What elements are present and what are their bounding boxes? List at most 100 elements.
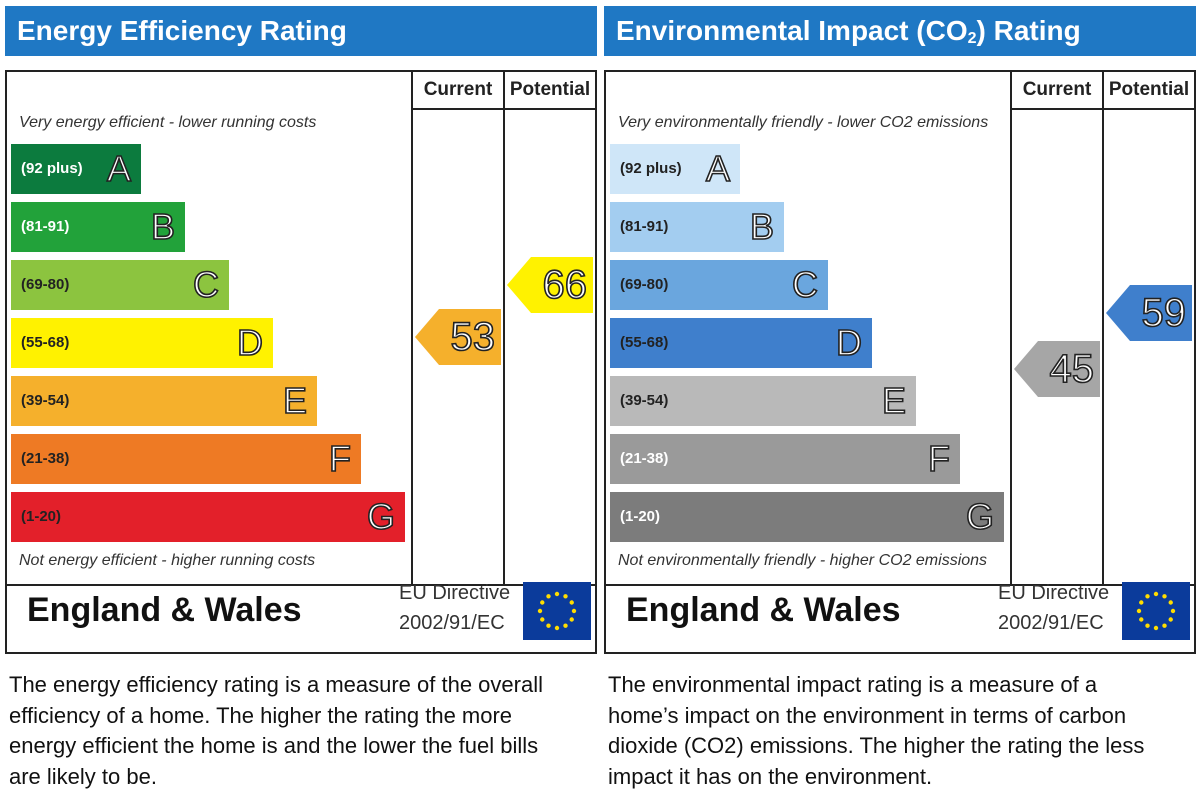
rating-value: 66 (542, 262, 588, 308)
band-letter-label: C (192, 263, 220, 306)
band-range-label: (81-91) (620, 218, 669, 235)
band-letter-label: B (749, 205, 775, 248)
region-label: England & Wales (626, 591, 901, 629)
band-range-label: (1-20) (620, 508, 661, 525)
rating-band-g: (1-20) G (11, 492, 405, 542)
environment-chart-frame: Current Potential Very environmentally f… (604, 70, 1196, 654)
rating-value: 53 (450, 314, 496, 360)
eu-directive-text: EU Directive 2002/91/EC (399, 578, 510, 638)
rating-arrow-shape (1014, 341, 1100, 398)
energy-efficiency-panel: Energy Efficiency Rating Current Potenti… (5, 6, 597, 796)
bottom-scale-note: Not environmentally friendly - higher CO… (618, 552, 988, 569)
divider (411, 72, 413, 586)
band-range-label: (21-38) (620, 450, 669, 467)
divider (1102, 72, 1104, 586)
environmental-impact-panel: Environmental Impact (CO2) Rating Curren… (604, 6, 1196, 796)
band-letter-label: F (927, 437, 951, 480)
rating-band-e: (39-54) E (11, 376, 317, 426)
flag-star (1153, 591, 1159, 597)
flag-star (1162, 623, 1167, 628)
directive-line1: EU Directive (998, 582, 1110, 604)
flag-star (1168, 600, 1173, 605)
rating-arrow-shape (1106, 284, 1192, 341)
flag-star (540, 617, 545, 622)
eu-directive-text: EU Directive 2002/91/EC (998, 578, 1109, 638)
energy-chart-frame: Current Potential Very energy efficient … (5, 70, 597, 654)
divider (411, 108, 595, 110)
current-rating-arrow: 45 (1014, 341, 1100, 398)
energy-title-text: Energy Efficiency Rating (17, 15, 347, 46)
flag-star (1145, 594, 1150, 599)
divider (1010, 72, 1012, 586)
band-letter-label: D (835, 321, 863, 364)
flag-star (554, 591, 560, 597)
flag-star (1162, 594, 1167, 599)
flag-star (546, 623, 551, 628)
directive-line2: 2002/91/EC (998, 612, 1104, 634)
eu-flag-icon (523, 582, 591, 640)
divider (7, 584, 595, 586)
flag-star (1153, 625, 1159, 631)
divider (606, 584, 1194, 586)
band-range-label: (39-54) (620, 392, 669, 409)
flag-star (569, 600, 574, 605)
energy-panel-title: Energy Efficiency Rating (5, 6, 597, 56)
rating-arrow-fill (1106, 284, 1192, 341)
flag-star (540, 600, 545, 605)
potential-rating-arrow: 66 (507, 256, 593, 313)
bottom-scale-note: Not energy efficient - higher running co… (19, 552, 316, 569)
rating-band-b: (81-91) B (11, 202, 185, 252)
directive-line1: EU Directive (399, 582, 511, 604)
energy-description: The energy efficiency rating is a measur… (9, 672, 543, 789)
rating-band-b: (81-91) B (610, 202, 784, 252)
band-letter-label: A (705, 147, 731, 190)
flag-star (1170, 608, 1176, 614)
flag-background (1122, 582, 1190, 640)
band-range-label: (69-80) (21, 276, 70, 293)
env-title-suffix: ) Rating (976, 15, 1081, 46)
flag-star (1168, 617, 1173, 622)
flag-star (1139, 617, 1144, 622)
band-range-label: (92 plus) (620, 160, 682, 177)
flag-star (563, 594, 568, 599)
flag-star (546, 594, 551, 599)
flag-star (1145, 623, 1150, 628)
band-range-label: (92 plus) (21, 160, 83, 177)
current-column-header: Current (423, 79, 493, 100)
flag-star (1136, 608, 1142, 614)
band-letter-label: E (881, 379, 907, 422)
flag-background (523, 582, 591, 640)
band-range-label: (1-20) (21, 508, 62, 525)
rating-value: 45 (1049, 346, 1095, 392)
band-letter-label: D (236, 321, 264, 364)
rating-arrow-fill (1014, 341, 1100, 398)
region-label: England & Wales (27, 591, 302, 629)
rating-band-e: (39-54) E (610, 376, 916, 426)
rating-arrow-shape (507, 256, 593, 313)
env-title-sub: 2 (967, 30, 977, 47)
rating-band-f: (21-38) F (610, 434, 960, 484)
rating-band-a: (92 plus) A (610, 144, 740, 194)
band-letter-label: F (328, 437, 352, 480)
environment-panel-title: Environmental Impact (CO2) Rating (604, 6, 1196, 56)
band-letter-label: A (106, 147, 132, 190)
band-range-label: (55-68) (620, 334, 669, 351)
divider (503, 72, 505, 586)
flag-star (571, 608, 577, 614)
rating-band-f: (21-38) F (11, 434, 361, 484)
band-letter-label: G (965, 495, 995, 538)
current-rating-arrow: 53 (415, 308, 501, 365)
flag-star (569, 617, 574, 622)
band-letter-label: E (282, 379, 308, 422)
rating-band-d: (55-68) D (11, 318, 273, 368)
flag-star (563, 623, 568, 628)
rating-band-c: (69-80) C (610, 260, 828, 310)
flag-star (537, 608, 543, 614)
band-range-label: (39-54) (21, 392, 70, 409)
top-scale-note: Very energy efficient - lower running co… (19, 114, 317, 131)
band-letter-label: C (791, 263, 819, 306)
env-title-prefix: Environmental Impact (CO (616, 15, 968, 46)
potential-column-header: Potential (509, 79, 591, 100)
eu-flag-icon (1122, 582, 1190, 640)
potential-rating-arrow: 59 (1106, 284, 1192, 341)
